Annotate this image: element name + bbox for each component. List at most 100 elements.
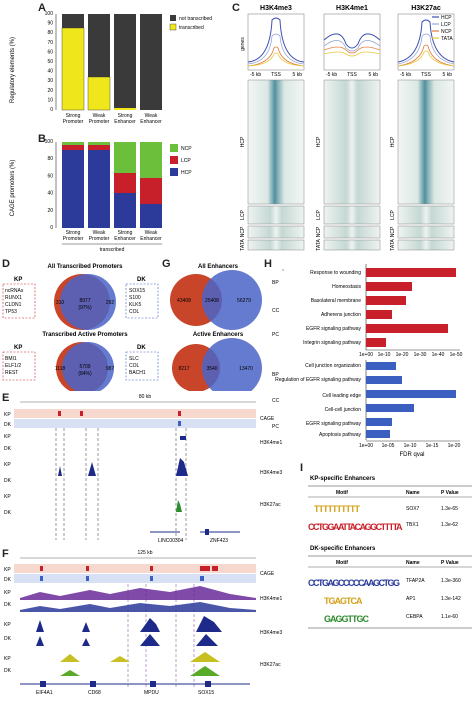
svg-text:60: 60 [47,49,53,55]
svg-text:Cell-cell junction: Cell-cell junction [325,407,362,413]
svg-text:Enhancer: Enhancer [114,236,136,242]
panel-label-d: D [2,258,10,270]
svg-text:Weak: Weak [145,113,158,119]
dk-motif-logo-2: TGAGTCA [324,596,363,606]
svg-text:Name: Name [406,490,420,496]
svg-text:KP: KP [4,622,11,628]
heatmap-blocks [247,79,455,251]
panel-b-legend: NCP LCP HCP [170,144,192,176]
svg-text:DK: DK [4,510,12,516]
svg-text:EIF4A1: EIF4A1 [36,690,53,696]
svg-text:LCP: LCP [181,158,191,164]
h-bottom-groups: BP CC PC [272,372,280,430]
svg-text:1e-20: 1e-20 [448,443,461,449]
svg-text:8217: 8217 [178,366,189,372]
svg-text:1.3e-142: 1.3e-142 [441,596,461,602]
svg-text:100: 100 [45,139,54,145]
svg-text:Integrin signaling pathway: Integrin signaling pathway [303,340,361,346]
svg-text:56279: 56279 [237,298,251,304]
svg-text:80 kb: 80 kb [139,394,151,400]
dk-motif-logo-1: CCTGAGCCCCCAAGCTGG [308,578,400,588]
svg-text:CEBPA: CEBPA [406,614,423,620]
kp-motif-logo-2: CCTGGAATTACAGGCTTTTA [308,522,403,532]
bar-a-weak-enhancer-not [140,14,162,110]
svg-text:COL: COL [129,363,140,369]
svg-text:-5 kb: -5 kb [326,72,337,78]
svg-text:KP: KP [14,345,22,351]
profile-axis-labels: -5 kb TSS 5 kb -5 kb TSS 5 kb -5 kb TSS … [250,72,452,78]
svg-text:Transcribed Active Promoters: Transcribed Active Promoters [42,332,128,338]
svg-text:KP: KP [4,656,11,662]
svg-text:H3K4me1: H3K4me1 [260,440,282,446]
svg-text:DK-specific Enhancers: DK-specific Enhancers [310,546,376,552]
bar-a-strong-promoter-trans [61,27,85,111]
svg-text:Strong: Strong [118,113,133,119]
svg-text:5 kb: 5 kb [369,72,379,78]
svg-text:COL: COL [129,309,140,315]
svg-text:30: 30 [47,78,53,84]
panel-a-legend: not transcribed transcribed [169,15,212,31]
svg-text:TBX1: TBX1 [406,522,419,528]
svg-text:Strong: Strong [66,113,81,119]
svg-text:5 kb: 5 kb [293,72,303,78]
svg-text:KP-specific Enhancers: KP-specific Enhancers [310,476,376,482]
svg-text:FDR qval: FDR qval [399,452,424,458]
panel-a-xlabels: Strong Promoter Weak Promoter Strong Enh… [63,113,162,125]
panel-label-h: H [264,258,272,270]
svg-text:EGFR signaling pathway: EGFR signaling pathway [306,326,362,332]
svg-text:HCP: HCP [390,136,396,147]
panel-label-b: B [38,133,46,145]
svg-text:1.3e-62: 1.3e-62 [441,522,458,528]
svg-text:Motif: Motif [336,490,348,496]
svg-text:All Enhancers: All Enhancers [198,264,239,270]
svg-text:Regulation of EGFR signaling p: Regulation of EGFR signaling pathway [275,377,361,383]
h-top-groups: BP CC PC [272,269,284,338]
svg-text:KP: KP [4,412,11,418]
bar-a-weak-promoter-not [88,14,110,77]
panel-e-tracks: 80 kb KP DK CAGE KP DK H3K4me1 KP DK H3K… [4,394,282,544]
svg-text:Promoter: Promoter [63,236,84,242]
svg-text:8977: 8977 [79,298,90,304]
e-kp-cage-row [14,409,256,418]
svg-text:SLC: SLC [129,356,139,362]
svg-text:NCP: NCP [390,226,396,237]
svg-text:Homeostasis: Homeostasis [332,284,361,290]
svg-text:P Value: P Value [441,560,459,566]
svg-text:NCP: NCP [181,146,192,152]
svg-text:RUNX1: RUNX1 [5,295,22,301]
svg-text:NCP: NCP [240,226,246,237]
svg-text:H3K4me3: H3K4me3 [260,470,282,476]
svg-text:3540: 3540 [206,366,217,372]
svg-text:5709: 5709 [79,364,90,370]
svg-text:HCP: HCP [240,136,246,147]
svg-text:43408: 43408 [177,298,191,304]
svg-text:60: 60 [47,173,53,179]
svg-text:NCP: NCP [316,226,322,237]
panel-a-bars [61,14,162,111]
svg-text:40: 40 [47,69,53,75]
svg-text:HCP: HCP [181,170,192,176]
panel-a-chart: Regulatory elements (%) 0 10 20 30 40 50… [10,11,212,125]
svg-text:ZNF423: ZNF423 [210,538,228,544]
svg-text:Enhancer: Enhancer [114,119,136,125]
svg-text:DK: DK [137,345,146,351]
panel-label-g: G [162,258,171,270]
svg-text:KP: KP [4,494,11,500]
svg-text:25408: 25408 [205,298,219,304]
svg-text:0: 0 [50,225,53,231]
panel-b-yaxis: 0 20 40 60 80 100 [45,139,57,231]
svg-text:80: 80 [47,156,53,162]
svg-text:Weak: Weak [93,113,106,119]
mark-h3k4me1: H3K4me1 [336,5,368,12]
svg-text:292: 292 [106,300,115,306]
svg-text:20: 20 [47,208,53,214]
panel-label-a: A [38,2,46,14]
svg-text:1e-50: 1e-50 [450,352,463,358]
svg-text:TATA: TATA [316,239,322,251]
svg-text:(97%): (97%) [78,305,92,311]
svg-text:LINC00304: LINC00304 [158,538,184,544]
svg-text:TSS: TSS [347,72,357,78]
h-top-terms: Response to wounding Homeostasis Basolat… [303,270,361,346]
svg-text:CD68: CD68 [88,690,101,696]
svg-text:KLK5: KLK5 [129,302,141,308]
